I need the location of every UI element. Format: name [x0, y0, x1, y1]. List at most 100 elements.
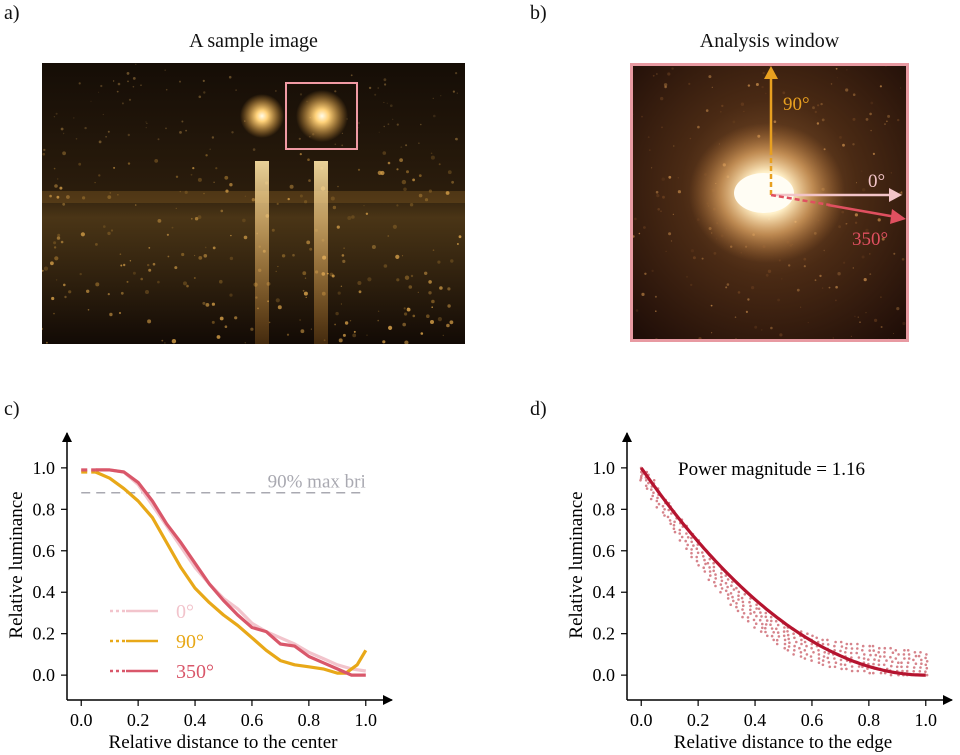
sparkle	[341, 144, 344, 147]
sparkle	[830, 83, 833, 85]
sparkle	[657, 208, 660, 211]
sparkle	[43, 266, 49, 271]
sparkle	[102, 113, 104, 116]
sparkle	[734, 316, 737, 318]
sparkle	[902, 321, 906, 326]
scatter-point	[917, 654, 921, 658]
arrow-350-head	[890, 209, 906, 224]
scatter-point	[805, 653, 809, 656]
sparkle	[157, 138, 160, 141]
scatter-point	[649, 497, 653, 501]
sparkle	[655, 190, 659, 194]
sparkle	[62, 202, 66, 206]
sparkle	[437, 317, 442, 322]
sparkle	[357, 121, 361, 125]
scatter-point	[823, 651, 826, 654]
chart-d-x-label: Relative distance to the edge	[674, 732, 892, 753]
sparkle	[458, 235, 462, 239]
sparkle	[740, 102, 745, 106]
sparkle	[859, 321, 861, 323]
sparkle	[166, 233, 169, 236]
sparkle	[98, 91, 100, 93]
sparkle	[897, 118, 900, 122]
sparkle	[100, 84, 103, 88]
sparkle	[175, 175, 179, 178]
scatter-point	[731, 595, 734, 599]
scatter-point	[800, 638, 803, 642]
sparkle	[309, 247, 313, 251]
scatter-point	[878, 646, 881, 650]
sparkle	[344, 321, 349, 325]
sparkle	[879, 85, 882, 88]
sparkle	[103, 225, 106, 228]
series-line-90°	[94, 470, 368, 675]
sparkle	[383, 264, 388, 268]
sparkle	[135, 63, 137, 65]
sparkle	[652, 74, 655, 77]
sparkle	[205, 303, 210, 307]
scatter-point	[737, 590, 741, 594]
scatter-point	[696, 551, 700, 555]
sparkle	[235, 89, 238, 91]
scatter-point	[731, 580, 734, 584]
scatter-point	[877, 663, 881, 667]
scatter-point	[708, 557, 712, 561]
scatter-point	[783, 642, 787, 646]
sparkle	[403, 187, 407, 192]
sparkle	[113, 166, 116, 169]
sparkle	[447, 287, 451, 291]
scatter-point	[826, 643, 830, 646]
scatter-point	[714, 573, 717, 576]
scatter-point	[719, 590, 722, 594]
sparkle	[661, 126, 663, 129]
sparkle	[198, 256, 203, 260]
scatter-point	[703, 558, 706, 562]
sparkle	[430, 320, 434, 324]
scatter-point	[795, 640, 798, 644]
sparkle	[126, 280, 129, 283]
sparkle	[428, 280, 432, 284]
scatter-point	[703, 570, 707, 573]
label-0: 0°	[868, 171, 885, 192]
sparkle	[224, 175, 229, 180]
sparkle	[745, 310, 748, 313]
sparkle	[147, 319, 152, 324]
scatter-point	[719, 583, 723, 586]
scatter-point	[690, 540, 693, 544]
sparkle	[219, 279, 223, 284]
scatter-point	[809, 655, 813, 658]
sparkle	[644, 272, 647, 275]
sparkle	[721, 104, 724, 108]
sparkle	[835, 299, 837, 302]
scatter-point	[894, 657, 898, 660]
road-horizon	[42, 191, 465, 203]
scatter-point	[713, 580, 716, 584]
sparkle	[62, 151, 66, 156]
sparkle	[94, 181, 96, 184]
sparkle	[146, 122, 148, 124]
sparkle	[171, 339, 177, 344]
scatter-point	[697, 564, 700, 567]
scatter-point	[873, 658, 876, 661]
scatter-point	[805, 644, 808, 648]
scatter-point	[863, 669, 866, 673]
sparkle	[53, 167, 56, 170]
scatter-point	[663, 508, 666, 511]
sparkle	[378, 131, 380, 133]
sparkle	[404, 340, 409, 344]
c-ytick-label: 1.0	[33, 458, 56, 478]
scatter-point	[845, 642, 849, 646]
sparkle	[858, 244, 861, 247]
sparkle	[688, 82, 691, 85]
scatter-point	[678, 539, 682, 542]
scatter-point	[850, 669, 854, 673]
sparkle	[654, 295, 657, 298]
scatter-point	[678, 528, 682, 532]
scatter-point	[685, 532, 688, 535]
scatter-point	[669, 522, 672, 526]
sparkle	[55, 112, 58, 115]
sparkle	[148, 247, 151, 249]
arrow-90-head	[764, 66, 778, 79]
sparkle	[869, 273, 872, 275]
sparkle	[418, 193, 423, 198]
